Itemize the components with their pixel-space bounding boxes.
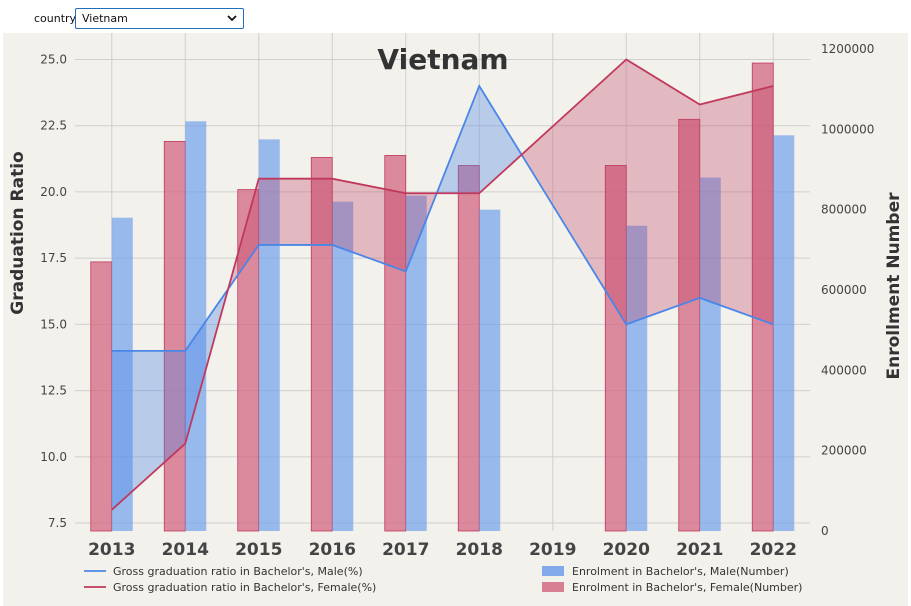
bar-male: [479, 209, 501, 531]
line-female: [111, 58, 774, 511]
fill-region: [552, 59, 627, 325]
bar-male: [332, 201, 354, 531]
legend-label: Enrolment in Bachelor's, Female(Number): [572, 581, 802, 594]
y-axis-left-label: Graduation Ratio: [8, 151, 28, 314]
y-axis-right-label: Enrollment Number: [884, 192, 904, 380]
country-label: country: [34, 12, 77, 25]
fill-region: [479, 85, 522, 194]
axes: 7.5 10.0 12.5 15.0 17.5 20.0 22.5 25.0 0 200000 40…: [40, 42, 874, 560]
bar-female: [163, 140, 186, 532]
x-tick-label: 2018: [456, 540, 503, 560]
y-tick-left: 20.0: [40, 185, 67, 199]
y-tick-left: 15.0: [40, 317, 67, 331]
fill-region: [258, 178, 333, 245]
y-tick-left: 10.0: [40, 450, 67, 464]
bar-male: [699, 177, 721, 532]
fill-region: [699, 85, 774, 325]
x-tick-label: 2021: [676, 540, 723, 560]
legend-bar-swatch: [542, 582, 564, 592]
y-tick-right: 800000: [821, 203, 867, 217]
chevron-down-icon: [227, 15, 237, 22]
legend-label: Enrolment in Bachelor's, Male(Number): [572, 565, 789, 578]
lines: [111, 58, 774, 511]
x-tick-label: 2016: [309, 540, 356, 560]
y-tick-right: 400000: [821, 363, 867, 377]
bar-male: [258, 139, 280, 531]
controls-bar: country Vietnam: [0, 0, 911, 34]
y-tick-right: 600000: [821, 283, 867, 297]
bar-female: [90, 261, 113, 532]
country-select[interactable]: Vietnam: [75, 8, 244, 29]
bar-male: [405, 195, 427, 531]
y-tick-left: 17.5: [40, 251, 67, 265]
x-tick-label: 2015: [235, 540, 282, 560]
bar-male: [185, 121, 207, 532]
legend-label: Gross graduation ratio in Bachelor's, Fe…: [113, 581, 376, 594]
chart-title: Vietnam: [377, 43, 508, 76]
line-male: [111, 83, 774, 352]
x-tick-label: 2019: [529, 540, 576, 560]
bar-male: [626, 225, 648, 531]
bar-male: [111, 217, 133, 531]
y-tick-left: 22.5: [40, 119, 67, 133]
fill-region: [332, 178, 406, 272]
country-select-value: Vietnam: [82, 12, 128, 25]
bar-male: [773, 135, 795, 531]
x-tick-label: 2017: [382, 540, 429, 560]
chart: 7.5 10.0 12.5 15.0 17.5 20.0 22.5 25.0 0 200000 40…: [3, 33, 908, 606]
fill-region: [111, 350, 186, 510]
y-tick-left: 7.5: [48, 516, 67, 530]
y-tick-left: 12.5: [40, 384, 67, 398]
bar-female: [457, 165, 480, 532]
bars: [90, 62, 795, 532]
x-tick-label: 2022: [750, 540, 797, 560]
legend-label: Gross graduation ratio in Bachelor's, Ma…: [113, 565, 363, 578]
y-tick-left: 25.0: [40, 52, 67, 66]
fill-region: [521, 126, 553, 206]
legend-bar-swatch: [542, 566, 564, 576]
legend: Gross graduation ratio in Bachelor's, Ma…: [84, 565, 802, 594]
y-tick-right: 1000000: [821, 122, 874, 136]
y-tick-right: 200000: [821, 444, 867, 458]
y-tick-right: 0: [821, 524, 829, 538]
y-tick-right: 1200000: [821, 42, 874, 56]
x-tick-label: 2013: [88, 540, 135, 560]
fill-region: [626, 59, 700, 325]
x-tick-label: 2020: [603, 540, 650, 560]
x-tick-label: 2014: [162, 540, 209, 560]
